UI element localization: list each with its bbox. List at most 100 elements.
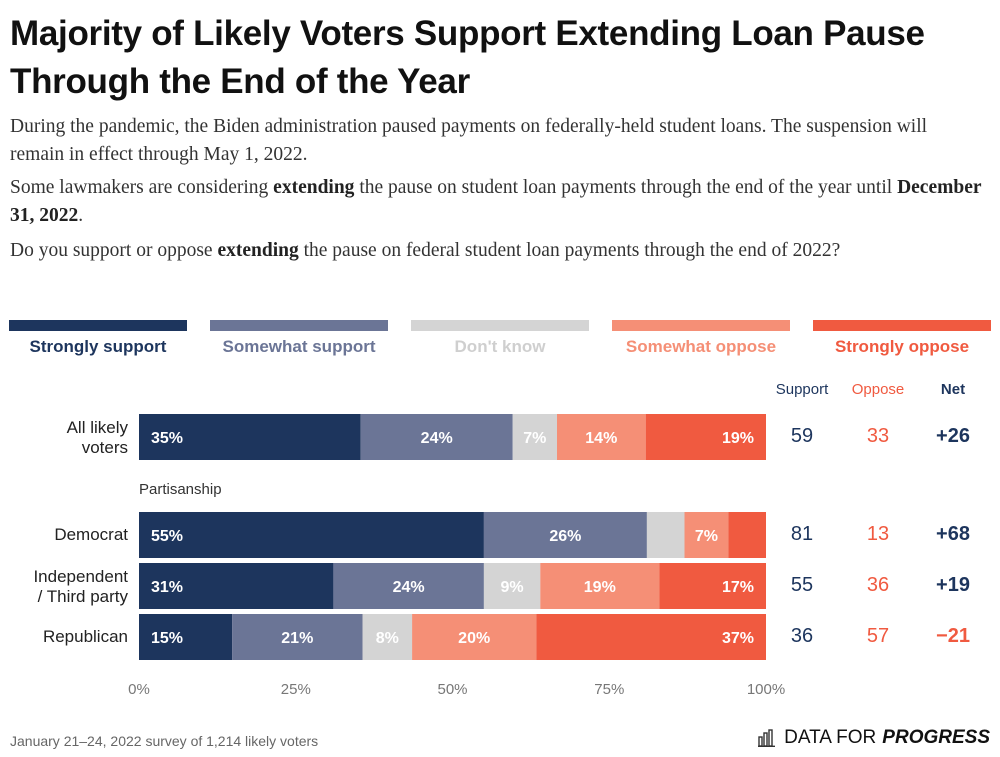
oppose-value: 36	[866, 574, 890, 596]
bar-data-label: 8%	[376, 630, 399, 647]
bar-segment	[360, 414, 513, 460]
legend-swatch	[813, 320, 991, 331]
bar-data-label: 24%	[393, 579, 425, 596]
bar-segment	[684, 512, 729, 558]
row-label-line: Independent	[33, 567, 128, 586]
bar-segment	[139, 563, 334, 609]
p3-text-a: Do you support or oppose	[10, 240, 218, 261]
brand-text-b: PROGRESS	[882, 727, 990, 748]
legend-label: Strongly support	[29, 337, 167, 356]
bar-data-label: 24%	[421, 430, 453, 447]
legend-label: Strongly oppose	[834, 337, 970, 356]
group-label-partisanship: Partisanship	[139, 481, 222, 498]
bar-data-label: 15%	[151, 630, 183, 647]
bar-data-label: 7%	[523, 430, 546, 447]
support-column-header: Support	[775, 381, 829, 398]
row-label-line: voters	[81, 438, 128, 457]
bar-data-label: 9%	[501, 579, 524, 596]
bar-data-label: 20%	[458, 630, 490, 647]
legend-item-strongly-support: Strongly support	[9, 320, 187, 357]
bar-segment	[333, 563, 484, 609]
survey-note: January 21–24, 2022 survey of 1,214 like…	[10, 733, 319, 749]
p2-bold-a: extending	[273, 177, 355, 198]
legend-swatch	[9, 320, 187, 331]
net-column-header: Net	[940, 381, 966, 398]
p2-bold-b: December 31, 2022	[10, 177, 982, 226]
net-value: +19	[936, 574, 970, 596]
bar-data-label: 26%	[549, 528, 581, 545]
x-tick-label: 100%	[747, 681, 785, 698]
bar-segment	[646, 512, 685, 558]
row-label-all-voters: All likely voters	[67, 418, 128, 458]
oppose-value: 57	[866, 625, 890, 647]
bar-data-label: 19%	[722, 430, 754, 447]
intro-paragraph: During the pandemic, the Biden administr…	[10, 116, 928, 165]
legend-swatch	[612, 320, 790, 331]
legend-label: Don't know	[454, 337, 546, 356]
bar-data-label: 21%	[281, 630, 313, 647]
legend-swatch	[411, 320, 589, 331]
bar-segment	[483, 563, 541, 609]
bar-segment	[139, 414, 361, 460]
bar-segment	[557, 414, 646, 460]
row-label-republican: Republican	[43, 627, 128, 647]
net-value: +26	[936, 425, 970, 447]
bar-data-label: 55%	[151, 528, 183, 545]
bar-segment	[412, 614, 537, 660]
p2-text-b: the pause on student loan payments throu…	[354, 177, 898, 198]
bar-data-label: 37%	[722, 630, 754, 647]
row-label-line: / Third party	[37, 587, 128, 606]
row-label-democrat: Democrat	[54, 525, 128, 545]
legend-item-strongly-oppose: Strongly oppose	[813, 320, 991, 357]
brand-logo: DATA FOR PROGRESS	[758, 727, 990, 749]
bar-chart-icon	[758, 729, 776, 747]
bar-data-label: 14%	[585, 430, 617, 447]
question-paragraph: Do you support or oppose extending the p…	[10, 237, 985, 265]
net-value: −21	[936, 625, 970, 647]
bar-data-label: 31%	[151, 579, 183, 596]
bar-data-label: 35%	[151, 430, 183, 447]
row-label-line: All likely	[66, 418, 128, 437]
oppose-column-header: Oppose	[851, 381, 905, 398]
x-tick-label: 75%	[594, 681, 624, 698]
row-label-independent: Independent / Third party	[33, 567, 128, 607]
p2-text-c: .	[78, 205, 84, 226]
bar-segment	[362, 614, 413, 660]
row-label-line: Democrat	[54, 525, 128, 544]
context-paragraph: Some lawmakers are considering extending…	[10, 174, 985, 230]
bar-segment	[536, 614, 766, 660]
oppose-value: 33	[866, 425, 890, 447]
bar-data-label: 19%	[584, 579, 616, 596]
support-value: 55	[790, 574, 814, 596]
x-tick-label: 50%	[437, 681, 467, 698]
bar-segment	[139, 614, 233, 660]
net-value: +68	[936, 523, 970, 545]
legend-item-dont-know: Don't know	[411, 320, 589, 357]
bar-data-label: 7%	[695, 528, 718, 545]
bar-data-label: 17%	[722, 579, 754, 596]
bar-segment	[512, 414, 557, 460]
support-value: 36	[790, 625, 814, 647]
p3-text-b: the pause on federal student loan paymen…	[298, 240, 841, 261]
bar-segment	[659, 563, 766, 609]
bar-segment	[645, 414, 766, 460]
bar-segment	[139, 512, 484, 558]
bar-segment	[540, 563, 660, 609]
support-value: 59	[790, 425, 814, 447]
legend-item-somewhat-support: Somewhat support	[210, 320, 388, 357]
support-value: 81	[790, 523, 814, 545]
x-tick-label: 25%	[281, 681, 311, 698]
legend-swatch	[210, 320, 388, 331]
p3-bold: extending	[217, 240, 299, 261]
legend-item-somewhat-oppose: Somewhat oppose	[612, 320, 790, 357]
row-label-line: Republican	[42, 627, 128, 646]
p2-text-a: Some lawmakers are considering	[10, 177, 274, 198]
legend-label: Somewhat support	[222, 337, 376, 356]
x-tick-label: 0%	[128, 681, 150, 698]
oppose-value: 13	[866, 523, 890, 545]
legend-label: Somewhat oppose	[625, 337, 777, 356]
bar-segment	[483, 512, 647, 558]
brand-text-a: DATA FOR	[784, 727, 877, 748]
bar-segment	[232, 614, 363, 660]
bar-segment	[728, 512, 766, 558]
